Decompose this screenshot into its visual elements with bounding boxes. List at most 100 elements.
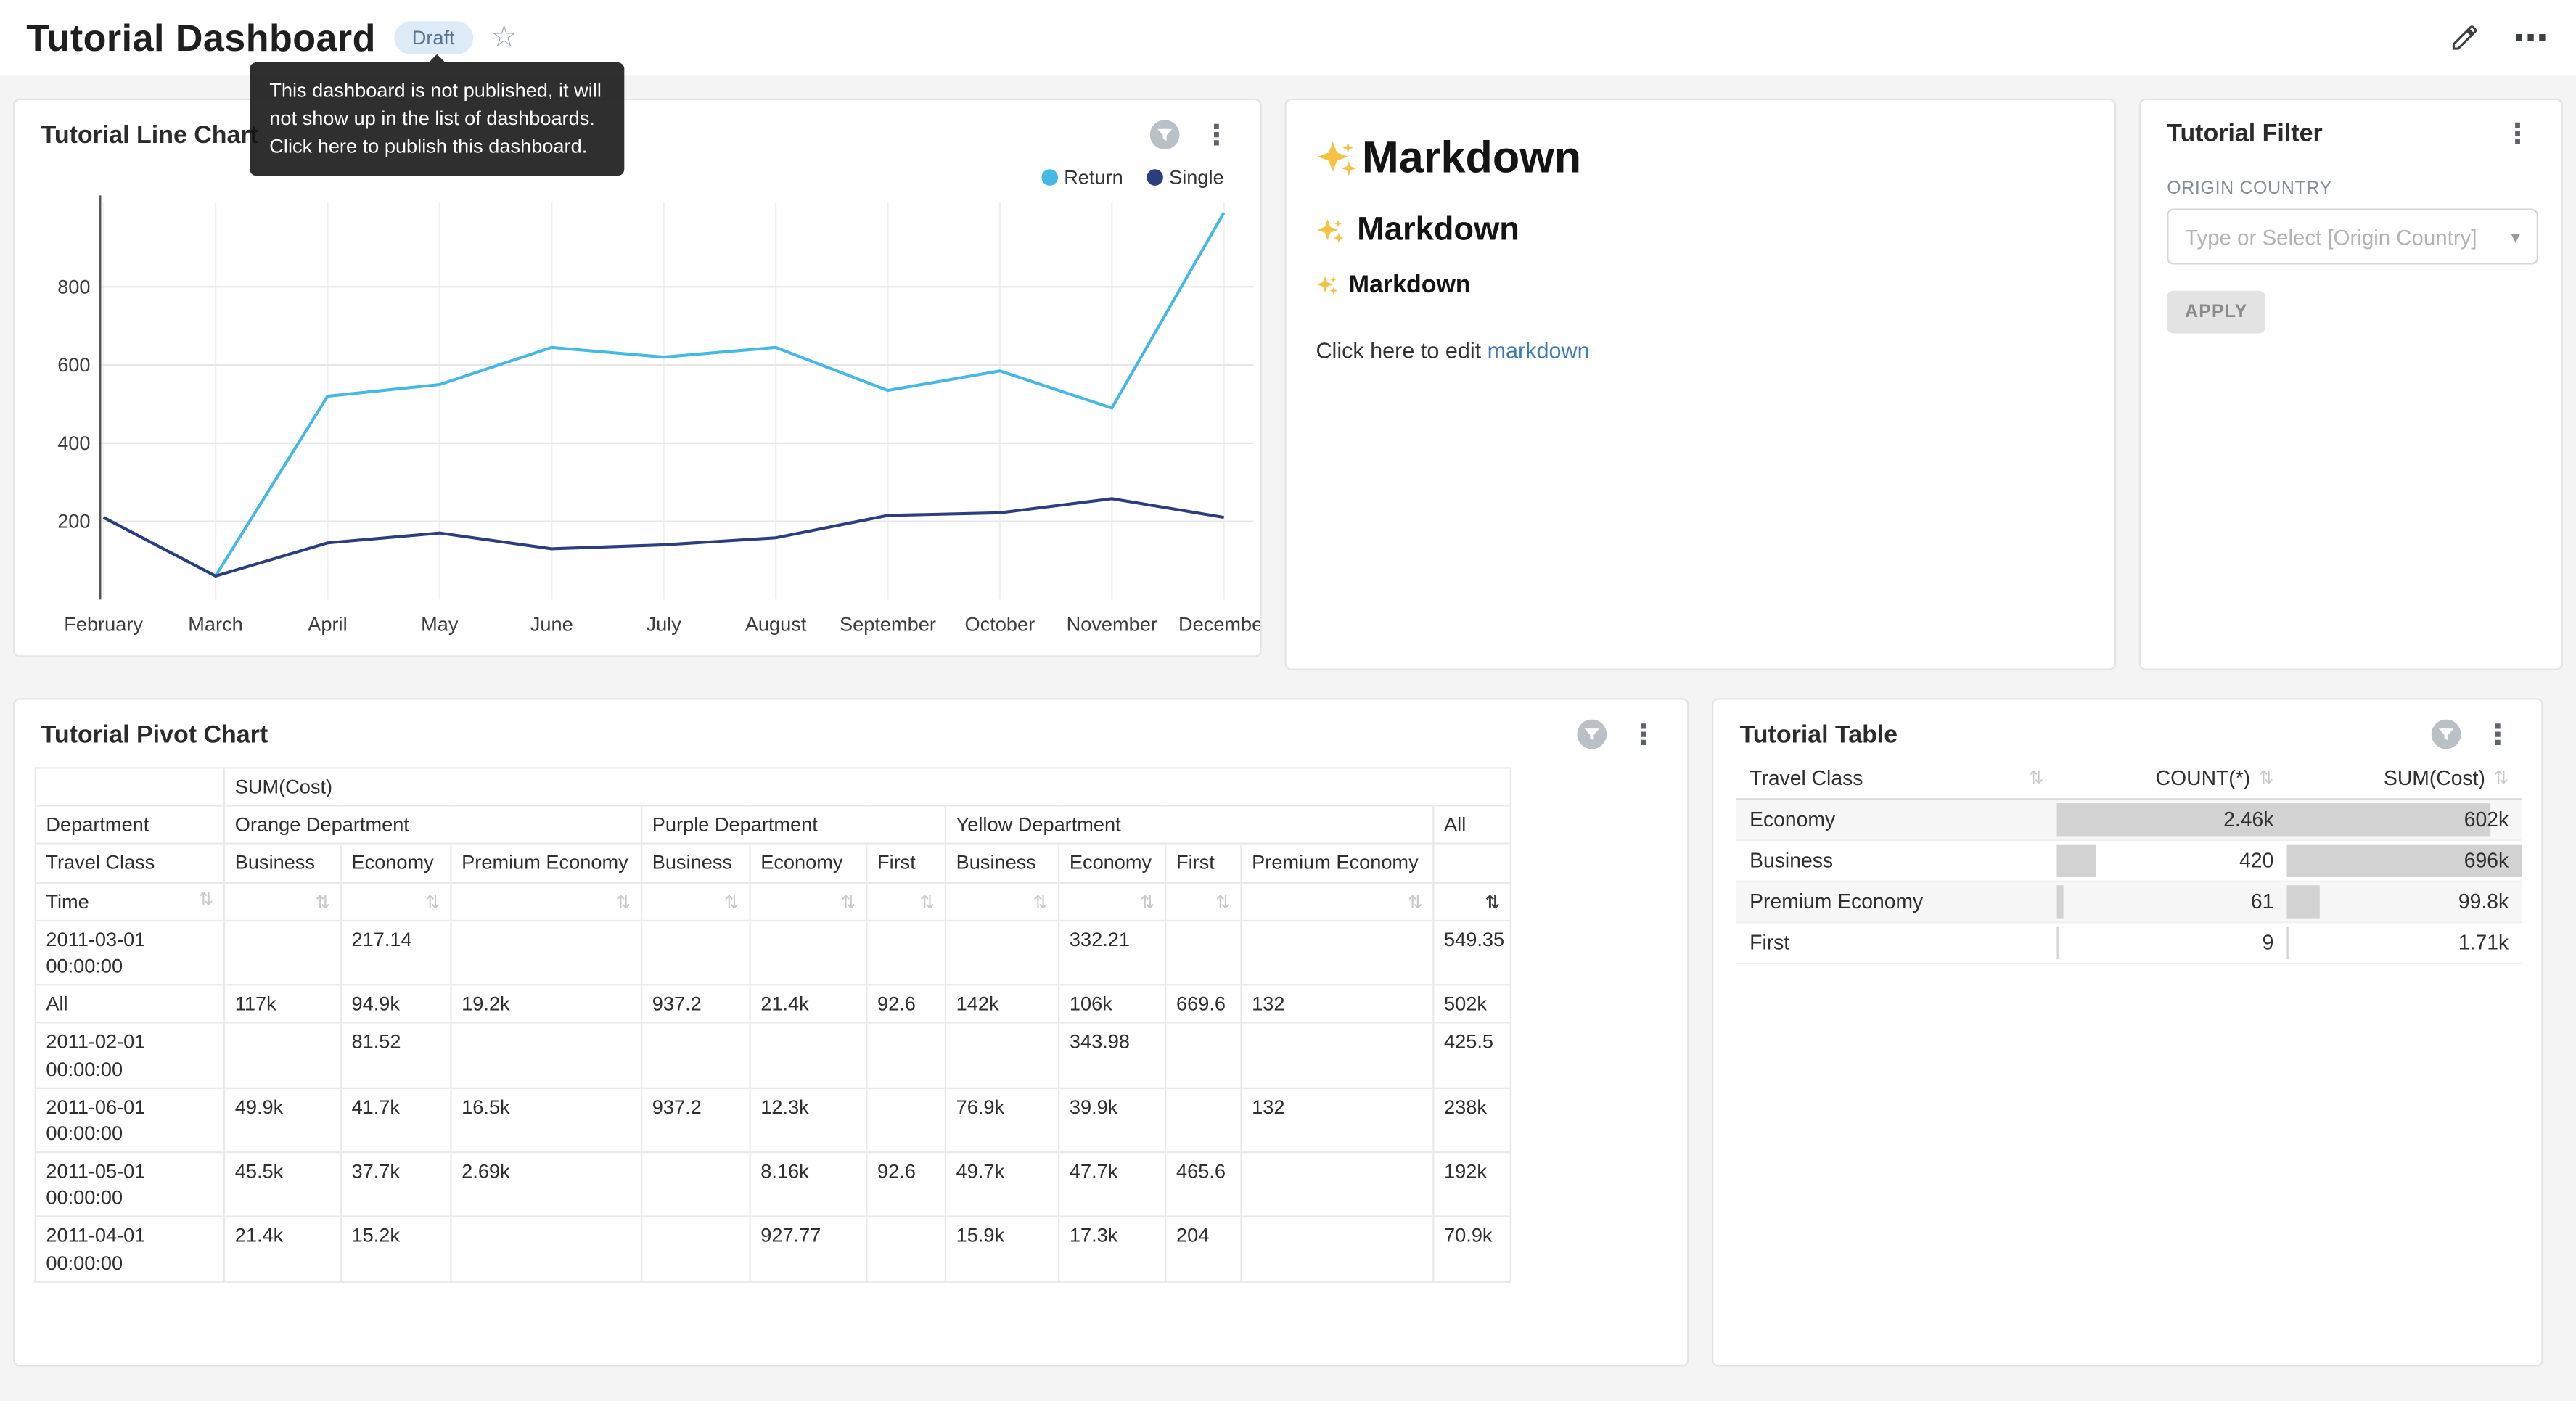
favorite-star-icon[interactable]: ☆ (491, 19, 517, 54)
svg-text:April: April (308, 612, 347, 635)
pivot-cell (641, 1217, 750, 1281)
sort-icon[interactable]: ⇅ (919, 893, 935, 913)
filter-card-title: Tutorial Filter (2167, 120, 2322, 147)
unpublished-tooltip: This dashboard is not published, it will… (250, 62, 624, 176)
pivot-cell: 19.2k (451, 985, 641, 1023)
sort-icon[interactable]: ⇅ (1140, 893, 1155, 913)
col-header-count[interactable]: COUNT(*)⇅ (2057, 759, 2287, 799)
sort-icon[interactable]: ⇅ (1215, 893, 1231, 913)
origin-country-select[interactable]: Type or Select [Origin Country] ▾ (2167, 209, 2538, 265)
col-header-travel-class[interactable]: Travel Class ⇅ (1736, 759, 2056, 799)
pivot-head: SUM(Cost)DepartmentOrange DepartmentPurp… (36, 768, 1511, 920)
sort-icon[interactable]: ⇅ (616, 893, 631, 913)
cell-count: 2.46k (2057, 799, 2287, 840)
pivot-cell (451, 920, 641, 985)
legend-item[interactable]: Single (1146, 166, 1223, 189)
pivot-cell: 425.5 (1433, 1023, 1511, 1088)
sort-icon[interactable]: ⇅ (2259, 770, 2274, 788)
pivot-card-header: Tutorial Pivot Chart ⋮ (15, 699, 1687, 749)
pivot-data-row: 2011-02-01 00:00:0081.52343.98425.5 (36, 1023, 1511, 1088)
pivot-class-header: Premium Economy (451, 844, 641, 882)
pivot-class-header: Business (641, 844, 750, 882)
sort-icon[interactable]: ⇅ (1033, 893, 1049, 913)
value-bar (2286, 927, 2287, 959)
page-title: Tutorial Dashboard (26, 16, 376, 60)
pivot-cell: 94.9k (341, 985, 451, 1023)
table-card-header: Tutorial Table ⋮ (1713, 699, 2541, 749)
pivot-class-header: Economy (750, 844, 867, 882)
sort-icon[interactable]: ⇅ (2029, 770, 2044, 788)
pivot-cell: 49.7k (946, 1152, 1059, 1217)
line-chart-title: Tutorial Line Chart (41, 120, 258, 148)
pivot-body: 2011-03-01 00:00:00217.14332.21549.35All… (36, 920, 1511, 1281)
markdown-h2-text: Markdown (1357, 212, 1519, 250)
cross-filter-icon[interactable] (2432, 720, 2461, 749)
chart-menu-icon[interactable]: ⋮ (1199, 120, 1234, 148)
pivot-data-row: 2011-03-01 00:00:00217.14332.21549.35 (36, 920, 1511, 985)
pivot-dept-row: DepartmentOrange DepartmentPurple Depart… (36, 806, 1511, 844)
line-chart-card: Tutorial Line Chart ⋮ ReturnSingle 20040… (13, 99, 1262, 657)
pivot-cell (1165, 920, 1241, 985)
sort-icon[interactable]: ⇅ (198, 892, 213, 911)
pivot-cell (1241, 1152, 1433, 1217)
pivot-dept-label: Department (36, 806, 224, 844)
cross-filter-icon[interactable] (1150, 120, 1180, 149)
sort-icon[interactable]: ⇅ (841, 893, 856, 913)
markdown-h3: Markdown (1316, 271, 2085, 299)
pivot-class-header (1433, 844, 1511, 882)
pivot-sort-cell: ⇅ (224, 882, 341, 920)
table-header-row: Travel Class ⇅ COUNT(*)⇅ SUM(Cost)⇅ (1736, 759, 2522, 799)
pivot-row-header: 2011-04-01 00:00:00 (36, 1217, 224, 1281)
pivot-cell: 17.3k (1059, 1217, 1165, 1281)
edit-pencil-icon[interactable] (2450, 24, 2477, 52)
filter-menu-icon[interactable]: ⋮ (2501, 120, 2535, 147)
pivot-sort-cell: ⇅ (1059, 882, 1165, 920)
pivot-sort-cell: ⇅ (1433, 882, 1511, 920)
pivot-cell (224, 1023, 341, 1088)
markdown-h1-text: Markdown (1362, 133, 1581, 184)
chart-menu-icon[interactable]: ⋮ (1626, 720, 1661, 748)
pivot-cell (946, 920, 1059, 985)
cross-filter-icon[interactable] (1577, 720, 1607, 749)
pivot-cell: 132 (1241, 1088, 1433, 1152)
pivot-cell: 92.6 (866, 1152, 946, 1217)
apply-button[interactable]: APPLY (2167, 291, 2265, 334)
sparkles-icon (1316, 274, 1339, 297)
sort-icon[interactable]: ⇅ (1408, 893, 1423, 913)
pivot-cell: 217.14 (341, 920, 451, 985)
filter-card-header: Tutorial Filter ⋮ (2141, 100, 2561, 148)
sort-icon[interactable]: ⇅ (315, 893, 330, 913)
chart-menu-icon[interactable]: ⋮ (2481, 720, 2516, 748)
sort-icon[interactable]: ⇅ (724, 893, 739, 913)
pivot-cell: 49.9k (224, 1088, 341, 1152)
markdown-card: Markdown Markdown Markdown Click here to… (1284, 99, 2116, 670)
pivot-cell: 117k (224, 985, 341, 1023)
sort-icon[interactable]: ⇅ (2493, 770, 2509, 788)
col-header-sum[interactable]: SUM(Cost)⇅ (2286, 759, 2522, 799)
pivot-sort-row: Time⇅⇅⇅⇅⇅⇅⇅⇅⇅⇅⇅⇅ (36, 882, 1511, 920)
svg-text:December: December (1178, 612, 1260, 635)
header-actions: ⋯ (2450, 20, 2550, 55)
pivot-cell: 937.2 (641, 985, 750, 1023)
pivot-cell: 927.77 (750, 1217, 867, 1281)
pivot-data-row: 2011-05-01 00:00:0045.5k37.7k2.69k8.16k9… (36, 1152, 1511, 1217)
pivot-chart-card: Tutorial Pivot Chart ⋮ SUM(Cost)Departme… (13, 698, 1689, 1366)
pivot-cell (451, 1023, 641, 1088)
cell-travel-class: Economy (1736, 799, 2056, 840)
sort-icon[interactable]: ⇅ (425, 893, 440, 913)
sort-icon[interactable]: ⇅ (1485, 893, 1501, 913)
cell-count: 61 (2057, 882, 2287, 923)
pivot-sort-cell: ⇅ (1241, 882, 1433, 920)
cell-sum: 1.71k (2286, 922, 2522, 964)
pivot-group-header: Orange Department (224, 806, 641, 844)
pivot-data-row: 2011-04-01 00:00:0021.4k15.2k927.7715.9k… (36, 1217, 1511, 1281)
col-label: Travel Class (1750, 767, 1863, 790)
pivot-data-row: 2011-06-01 00:00:0049.9k41.7k16.5k937.21… (36, 1088, 1511, 1152)
pivot-cell (451, 1217, 641, 1281)
markdown-edit-link[interactable]: markdown (1488, 338, 1590, 363)
table-row: Economy2.46k602k (1736, 799, 2522, 840)
svg-text:May: May (421, 612, 459, 635)
pivot-cell (866, 1217, 946, 1281)
header-menu-icon[interactable]: ⋯ (2514, 20, 2550, 55)
legend-item[interactable]: Return (1041, 166, 1123, 189)
